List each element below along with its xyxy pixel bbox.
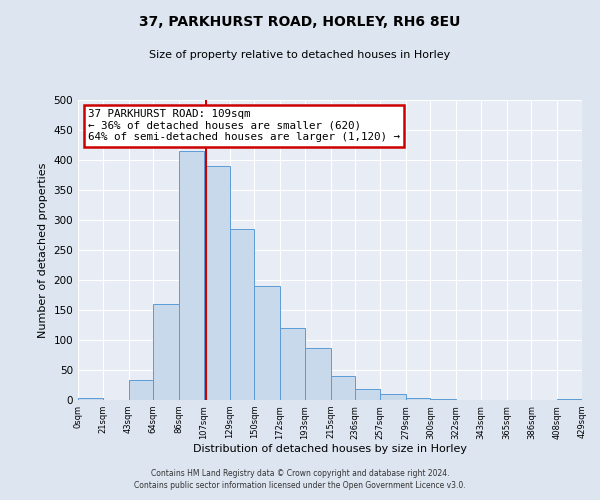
Bar [230, 229, 254, 400]
Bar [331, 376, 355, 400]
Bar [280, 328, 305, 400]
Bar [557, 399, 582, 400]
Text: 37 PARKHURST ROAD: 109sqm
← 36% of detached houses are smaller (620)
64% of semi: 37 PARKHURST ROAD: 109sqm ← 36% of detac… [88, 109, 400, 142]
Bar [204, 166, 230, 400]
Text: Contains HM Land Registry data © Crown copyright and database right 2024.
Contai: Contains HM Land Registry data © Crown c… [134, 468, 466, 490]
Bar [78, 398, 103, 400]
Bar [128, 380, 153, 400]
Bar [406, 398, 430, 400]
Bar [153, 304, 179, 400]
X-axis label: Distribution of detached houses by size in Horley: Distribution of detached houses by size … [193, 444, 467, 454]
Bar [305, 348, 331, 400]
Text: Size of property relative to detached houses in Horley: Size of property relative to detached ho… [149, 50, 451, 60]
Bar [355, 389, 380, 400]
Bar [254, 286, 280, 400]
Text: 37, PARKHURST ROAD, HORLEY, RH6 8EU: 37, PARKHURST ROAD, HORLEY, RH6 8EU [139, 15, 461, 29]
Bar [380, 394, 406, 400]
Y-axis label: Number of detached properties: Number of detached properties [38, 162, 48, 338]
Bar [179, 151, 204, 400]
